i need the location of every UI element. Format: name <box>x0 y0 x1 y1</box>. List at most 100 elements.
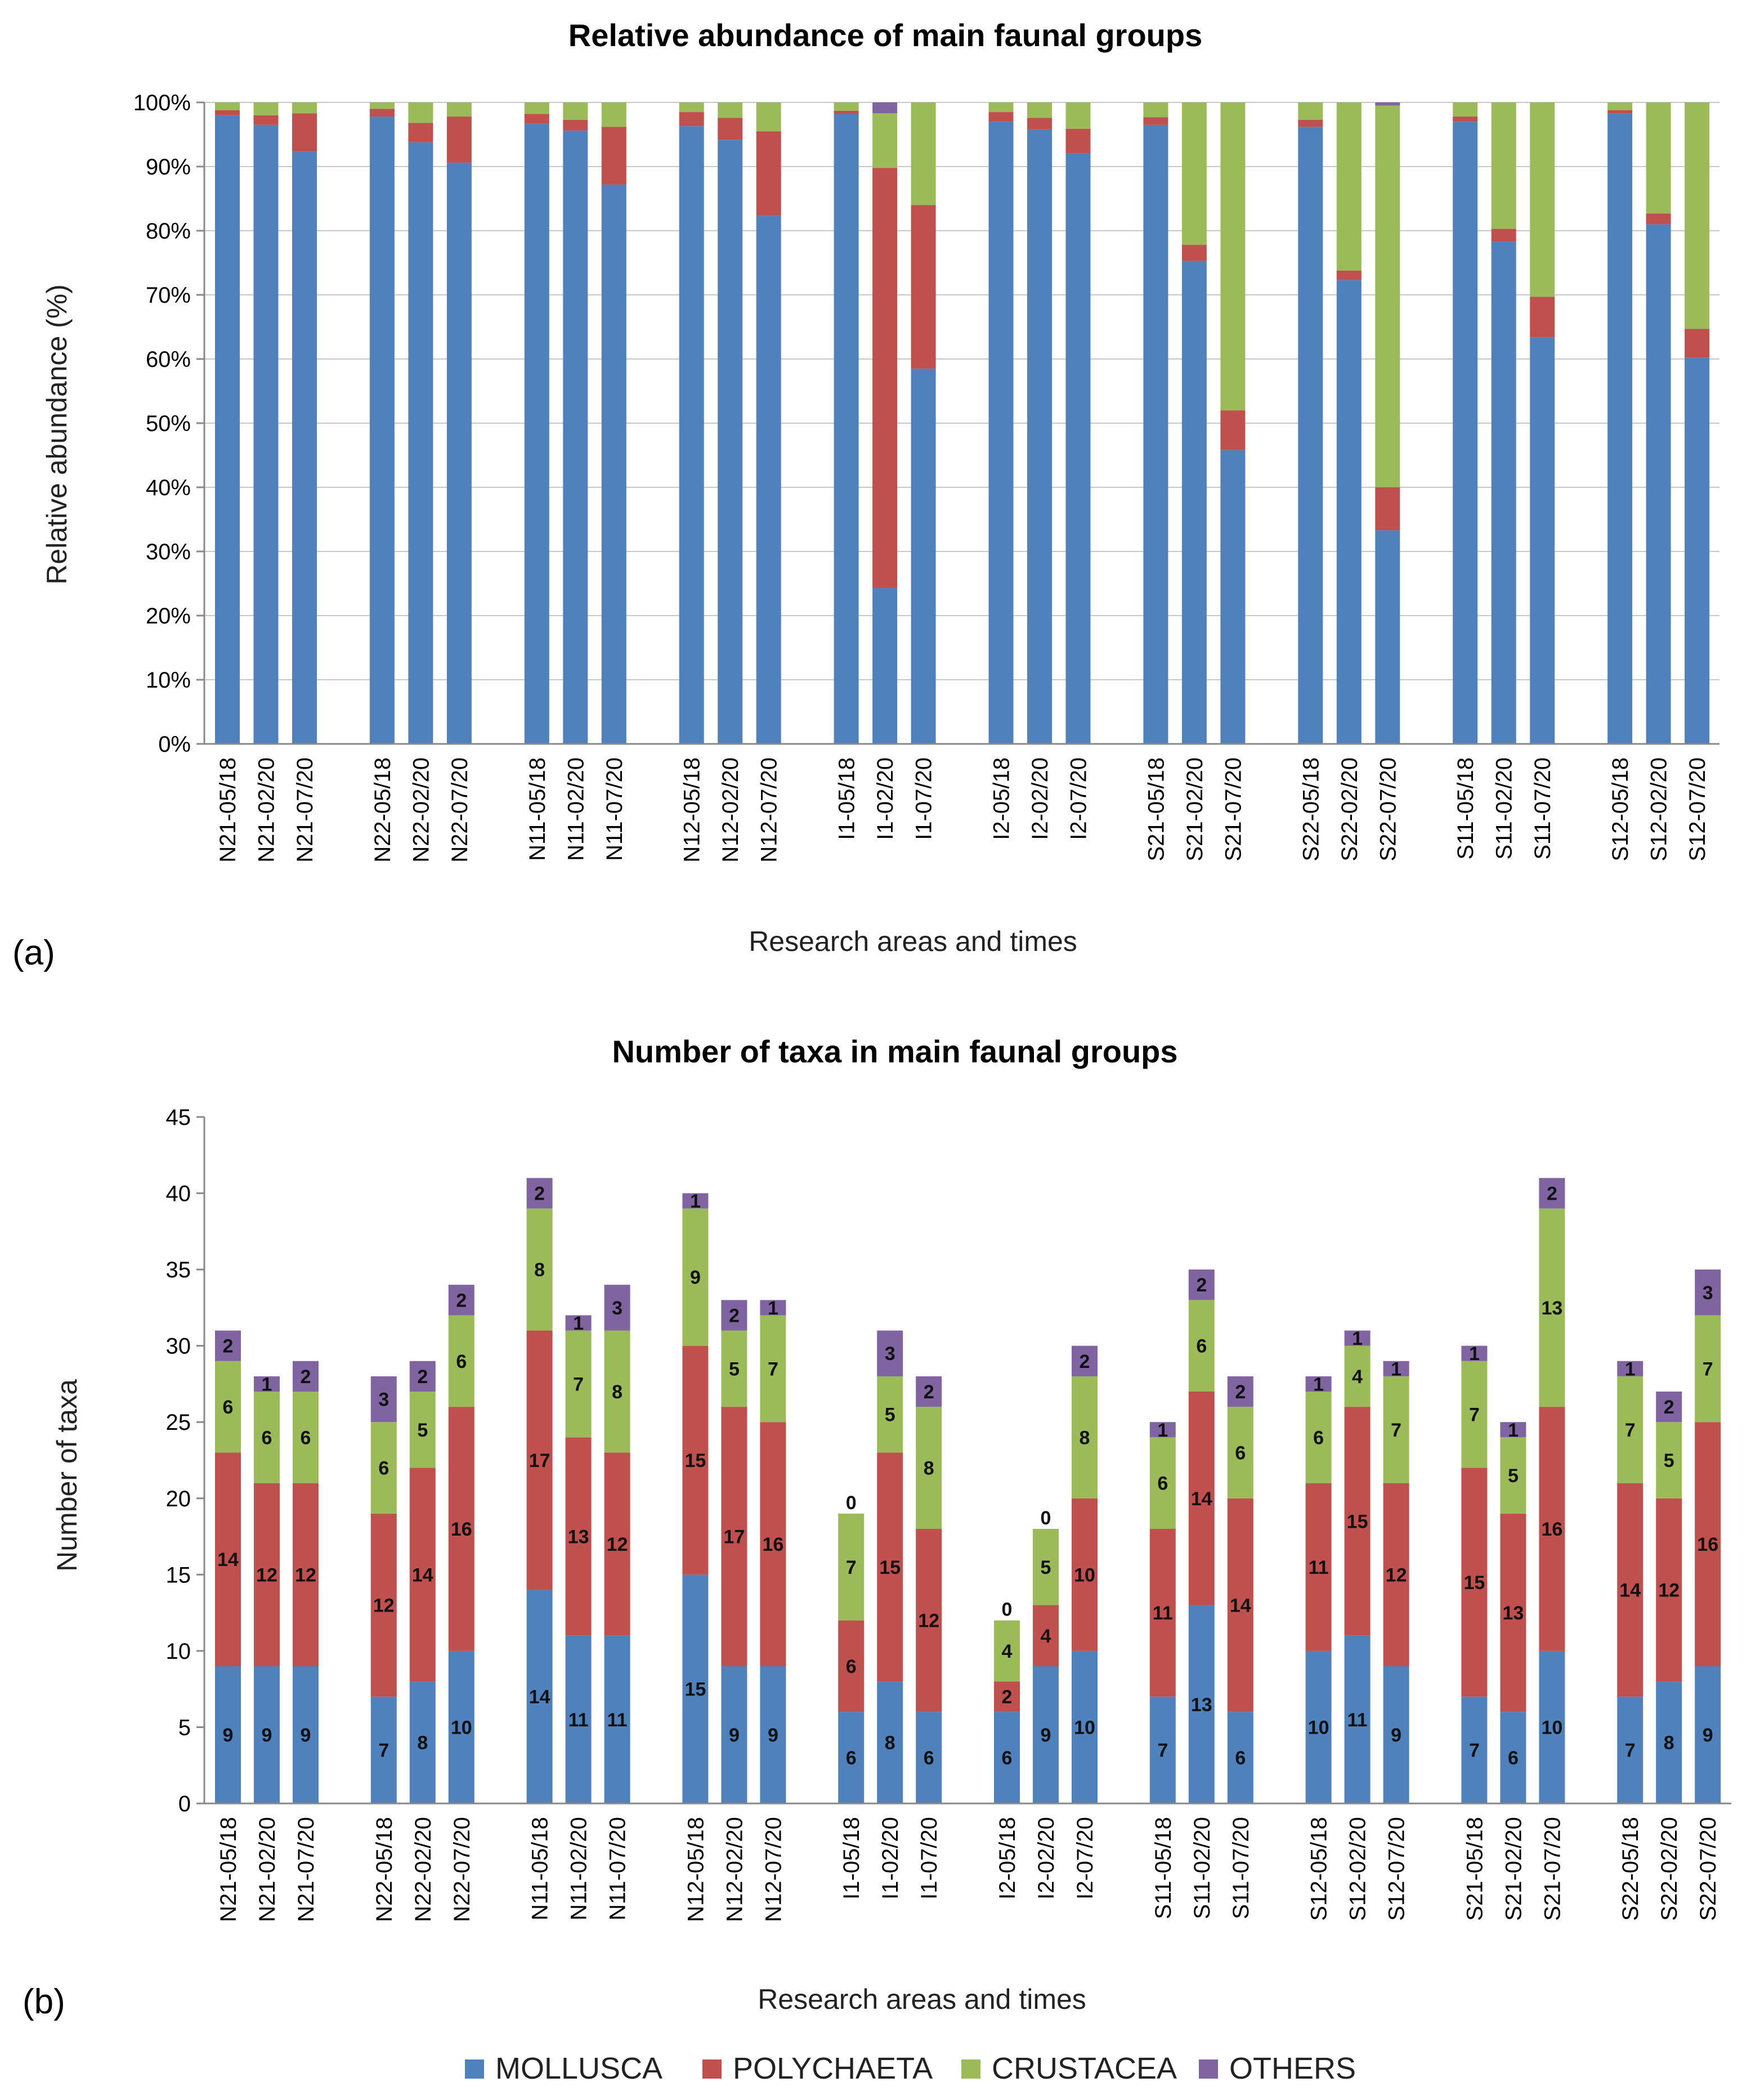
bar-n11-02-20-mollusca <box>563 131 588 744</box>
bar-n11-07-20-polychaeta <box>604 1452 630 1636</box>
data-label-s21-07-20-mollusca: 10 <box>1541 1717 1562 1738</box>
data-label-i1-02-20-mollusca: 8 <box>885 1733 895 1754</box>
chart-b-y-axis-label: Number of taxa <box>51 1379 83 1572</box>
bar-i2-05-18-crustacea <box>988 102 1014 113</box>
bar-s12-02-20-crustacea <box>1344 1345 1371 1407</box>
x-tick-label-n12-07-20: N12-07/20 <box>757 757 782 863</box>
bar-n11-05-18-polychaeta <box>526 1330 553 1590</box>
y-tick-label: 70% <box>146 283 191 308</box>
bar-i2-05-18-polychaeta <box>988 112 1014 122</box>
bar-s22-02-20-others <box>1656 1392 1682 1423</box>
data-label-i2-07-20-mollusca: 10 <box>1074 1717 1095 1738</box>
y-tick-label: 80% <box>146 219 191 244</box>
bar-n12-07-20-mollusca <box>756 216 781 744</box>
bar-n21-02-20-crustacea <box>254 1392 280 1483</box>
data-label-n21-05-18-crustacea: 6 <box>223 1397 234 1418</box>
x-tick-label-i2-05-18: I2-05/18 <box>995 1817 1020 1900</box>
bar-s22-02-20-polychaeta <box>1656 1498 1682 1682</box>
data-label-s12-02-20-polychaeta: 15 <box>1347 1511 1368 1532</box>
bar-i2-05-18-mollusca <box>994 1712 1020 1803</box>
data-label-n21-05-18-others: 2 <box>223 1336 234 1357</box>
x-tick-label-s11-05-18: S11-05/18 <box>1453 757 1478 860</box>
bar-i1-02-20-others <box>877 1330 903 1376</box>
bar-n11-05-18-crustacea <box>526 1208 553 1331</box>
bar-s21-07-20-polychaeta <box>1220 410 1246 450</box>
legend-swatch-others <box>1199 2059 1218 2079</box>
data-label-s12-02-20-others: 1 <box>1352 1328 1363 1349</box>
x-tick-label-s12-07-20: S12-07/20 <box>1385 1817 1409 1921</box>
x-tick-label-n12-02-20: N12-02/20 <box>718 757 743 863</box>
bar-n12-05-18-polychaeta <box>679 112 704 127</box>
legend-swatch-mollusca <box>465 2059 484 2079</box>
bar-s22-05-18-crustacea <box>1298 102 1323 120</box>
x-tick-label-s22-05-18: S22-05/18 <box>1618 1817 1643 1921</box>
data-label-s22-02-20-others: 2 <box>1664 1397 1674 1418</box>
bar-n22-07-20-mollusca <box>446 163 472 744</box>
bar-i2-07-20-mollusca <box>1072 1650 1098 1803</box>
bar-n22-07-20-crustacea <box>448 1315 474 1407</box>
chart-b-title: Number of taxa in main faunal groups <box>612 1034 1177 1069</box>
bar-n21-05-18-mollusca <box>215 1666 241 1803</box>
x-tick-label-n12-05-18: N12-05/18 <box>683 1817 708 1922</box>
data-label-s12-05-18-others: 1 <box>1313 1374 1324 1395</box>
y-tick-label: 10 <box>166 1639 191 1664</box>
data-label-s11-05-18-polychaeta: 11 <box>1153 1603 1173 1624</box>
bar-s22-07-20-others <box>1375 102 1400 106</box>
bar-i1-07-20-mollusca <box>916 1712 942 1803</box>
bar-n22-05-18-polychaeta <box>369 109 395 117</box>
x-tick-label-s11-05-18: S11-05/18 <box>1151 1817 1176 1919</box>
bar-n12-02-20-crustacea <box>718 102 743 118</box>
bar-i2-05-18-polychaeta <box>994 1681 1020 1712</box>
bar-i1-05-18-mollusca <box>838 1712 865 1803</box>
data-label-s21-07-20-others: 2 <box>1547 1183 1557 1205</box>
x-tick-label-i2-02-20: I2-02/20 <box>1034 1817 1059 1900</box>
x-tick-label-i1-05-18: I1-05/18 <box>835 757 859 840</box>
x-tick-label-n21-07-20: N21-07/20 <box>294 1817 319 1922</box>
bar-n12-07-20-polychaeta <box>760 1422 786 1666</box>
bar-n22-05-18-crustacea <box>370 1422 397 1514</box>
legend-label-others: OTHERS <box>1229 2052 1356 2085</box>
bar-s11-02-20-mollusca <box>1188 1605 1215 1803</box>
bar-s11-07-20-others <box>1227 1376 1253 1407</box>
data-label-i2-02-20-mollusca: 9 <box>1041 1725 1051 1746</box>
y-tick-label: 40 <box>166 1182 191 1206</box>
x-tick-label-s22-07-20: S22-07/20 <box>1376 757 1400 861</box>
data-label-i1-07-20-polychaeta: 12 <box>918 1610 939 1632</box>
data-label-i1-05-18-crustacea: 7 <box>846 1557 857 1578</box>
chart-a-y-axis-label: Relative abundance (%) <box>41 284 73 585</box>
bar-n21-05-18-crustacea <box>215 1361 241 1453</box>
bar-i1-02-20-others <box>872 102 898 114</box>
bar-s11-02-20-polychaeta <box>1188 1392 1215 1605</box>
x-tick-label-s22-02-20: S22-02/20 <box>1337 757 1362 861</box>
bar-s21-07-20-crustacea <box>1539 1208 1565 1407</box>
data-label-s21-05-18-others: 1 <box>1469 1343 1480 1365</box>
bar-n21-05-18-others <box>215 1330 241 1361</box>
data-label-n11-07-20-crustacea: 8 <box>612 1381 623 1403</box>
x-tick-label-n12-02-20: N12-02/20 <box>722 1817 747 1922</box>
bar-s21-05-18-polychaeta <box>1461 1468 1488 1697</box>
legend-label-polychaeta: POLYCHAETA <box>733 2052 933 2085</box>
data-label-n22-02-20-crustacea: 5 <box>417 1420 428 1441</box>
data-label-s11-02-20-others: 2 <box>1196 1275 1207 1296</box>
bar-s12-05-18-crustacea <box>1305 1392 1332 1483</box>
bar-s22-07-20-mollusca <box>1695 1666 1721 1803</box>
data-label-s11-07-20-polychaeta: 14 <box>1230 1595 1251 1617</box>
bar-n22-02-20-polychaeta <box>409 1468 436 1682</box>
bar-s11-05-18-mollusca <box>1453 122 1478 744</box>
data-label-n12-02-20-polychaeta: 17 <box>723 1527 745 1548</box>
x-tick-label-n22-02-20: N22-02/20 <box>409 757 433 863</box>
bar-n11-02-20-others <box>565 1315 592 1331</box>
bar-n11-05-18-mollusca <box>526 1590 553 1803</box>
data-label-s22-02-20-mollusca: 8 <box>1664 1733 1674 1754</box>
bar-s12-02-20-mollusca <box>1344 1635 1371 1803</box>
x-tick-label-i1-07-20: I1-07/20 <box>912 757 937 840</box>
legend-swatch-crustacea <box>961 2059 980 2079</box>
data-label-s21-02-20-polychaeta: 13 <box>1502 1603 1524 1624</box>
bar-n22-07-20-polychaeta <box>446 116 472 163</box>
data-label-i2-05-18-others: 0 <box>1002 1599 1013 1621</box>
data-label-n11-02-20-polychaeta: 13 <box>568 1527 589 1548</box>
data-label-n11-02-20-mollusca: 11 <box>568 1709 589 1731</box>
data-label-n11-05-18-crustacea: 8 <box>534 1259 545 1281</box>
bar-s11-07-20-mollusca <box>1227 1712 1253 1803</box>
bar-i2-02-20-polychaeta <box>1033 1605 1059 1666</box>
